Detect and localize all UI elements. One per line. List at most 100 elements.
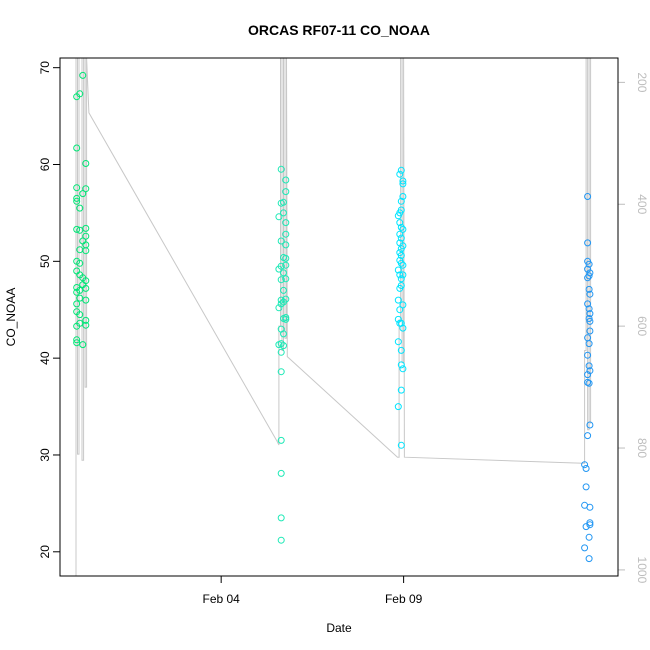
- data-point: [82, 185, 90, 193]
- data-point: [277, 514, 285, 522]
- data-point: [282, 275, 290, 283]
- data-point: [585, 362, 593, 370]
- data-point: [282, 314, 290, 321]
- data-point: [282, 176, 290, 184]
- data-point: [586, 503, 594, 511]
- data-point: [280, 330, 287, 338]
- data-point: [586, 317, 594, 325]
- plot-frame: [59, 57, 619, 577]
- data-point: [585, 272, 593, 280]
- y2-tick-label: 600: [635, 316, 649, 336]
- data-point: [397, 386, 405, 394]
- data-point: [73, 194, 81, 202]
- data-point: [397, 234, 405, 242]
- data-point: [586, 519, 594, 527]
- data-point: [585, 555, 593, 563]
- data-point: [277, 348, 285, 356]
- data-point: [79, 190, 87, 198]
- data-point: [277, 436, 285, 444]
- data-point: [399, 324, 407, 332]
- data-point: [275, 213, 283, 221]
- data-point: [397, 223, 405, 231]
- data-point: [397, 197, 405, 205]
- y-tick-label: 60: [38, 158, 52, 172]
- data-point: [399, 177, 407, 185]
- data-point: [82, 224, 90, 232]
- data-point: [399, 225, 407, 233]
- axes-layer: 20 30 40 50 60 70 200 400 600 800 1000 Feb 04 Feb 09: [38, 61, 649, 606]
- data-point: [73, 197, 81, 205]
- data-point: [397, 346, 405, 354]
- data-point: [277, 296, 285, 304]
- data-point: [584, 300, 592, 308]
- data-point: [396, 271, 404, 279]
- data-point: [584, 432, 592, 440]
- y-tick-label: 30: [38, 448, 52, 462]
- data-point: [399, 193, 407, 200]
- data-point: [82, 316, 90, 324]
- data-point: [277, 262, 285, 270]
- data-point: [73, 225, 81, 233]
- data-point: [282, 254, 290, 262]
- data-point: [399, 301, 407, 309]
- data-point: [277, 368, 285, 376]
- data-point: [584, 193, 592, 200]
- data-point: [282, 261, 290, 269]
- data-point: [82, 321, 90, 329]
- data-point: [399, 261, 407, 269]
- y2-tick-label: 400: [635, 194, 649, 214]
- data-point: [396, 230, 404, 238]
- data-point: [282, 188, 290, 196]
- data-point: [586, 290, 594, 298]
- data-point: [585, 533, 593, 541]
- data-point: [73, 300, 81, 308]
- data-point: [581, 461, 589, 469]
- data-point: [582, 523, 590, 531]
- data-point: [277, 300, 285, 308]
- data-point: [582, 483, 590, 491]
- data-point: [73, 336, 81, 344]
- data-point: [584, 265, 592, 273]
- data-point: [76, 204, 84, 212]
- points-layer: [73, 71, 594, 563]
- data-point: [76, 259, 84, 267]
- data-point: [73, 144, 81, 152]
- data-point: [585, 340, 593, 348]
- data-point: [277, 237, 285, 245]
- data-point: [280, 342, 287, 350]
- y-tick-label: 70: [38, 61, 52, 75]
- data-point: [73, 339, 81, 347]
- data-point: [397, 319, 405, 327]
- data-point: [282, 295, 290, 303]
- data-point: [397, 282, 405, 289]
- data-point: [280, 209, 287, 217]
- data-point: [396, 219, 404, 227]
- data-point: [76, 319, 84, 327]
- data-point: [397, 441, 405, 449]
- data-point: [396, 306, 404, 314]
- data-point: [282, 241, 290, 249]
- data-point: [396, 170, 404, 178]
- data-point: [585, 260, 593, 268]
- data-point: [586, 421, 594, 429]
- data-point: [585, 305, 593, 313]
- data-point: [586, 327, 594, 335]
- data-point: [82, 160, 90, 167]
- y-tick-label: 40: [38, 351, 52, 365]
- data-point: [280, 286, 287, 294]
- data-point: [399, 365, 407, 373]
- data-point: [399, 180, 407, 188]
- data-point: [397, 252, 405, 259]
- data-point: [277, 165, 285, 173]
- x-tick-label: Feb 09: [385, 592, 423, 606]
- data-point: [397, 275, 405, 283]
- data-point: [275, 304, 283, 312]
- data-point: [581, 544, 589, 552]
- data-point: [584, 351, 592, 359]
- data-point: [277, 340, 285, 348]
- overlay-line-layer: [75, 57, 592, 576]
- y-axis-label: CO_NOAA: [4, 288, 18, 347]
- data-point: [584, 378, 592, 386]
- data-point: [82, 284, 90, 292]
- data-point: [282, 230, 290, 238]
